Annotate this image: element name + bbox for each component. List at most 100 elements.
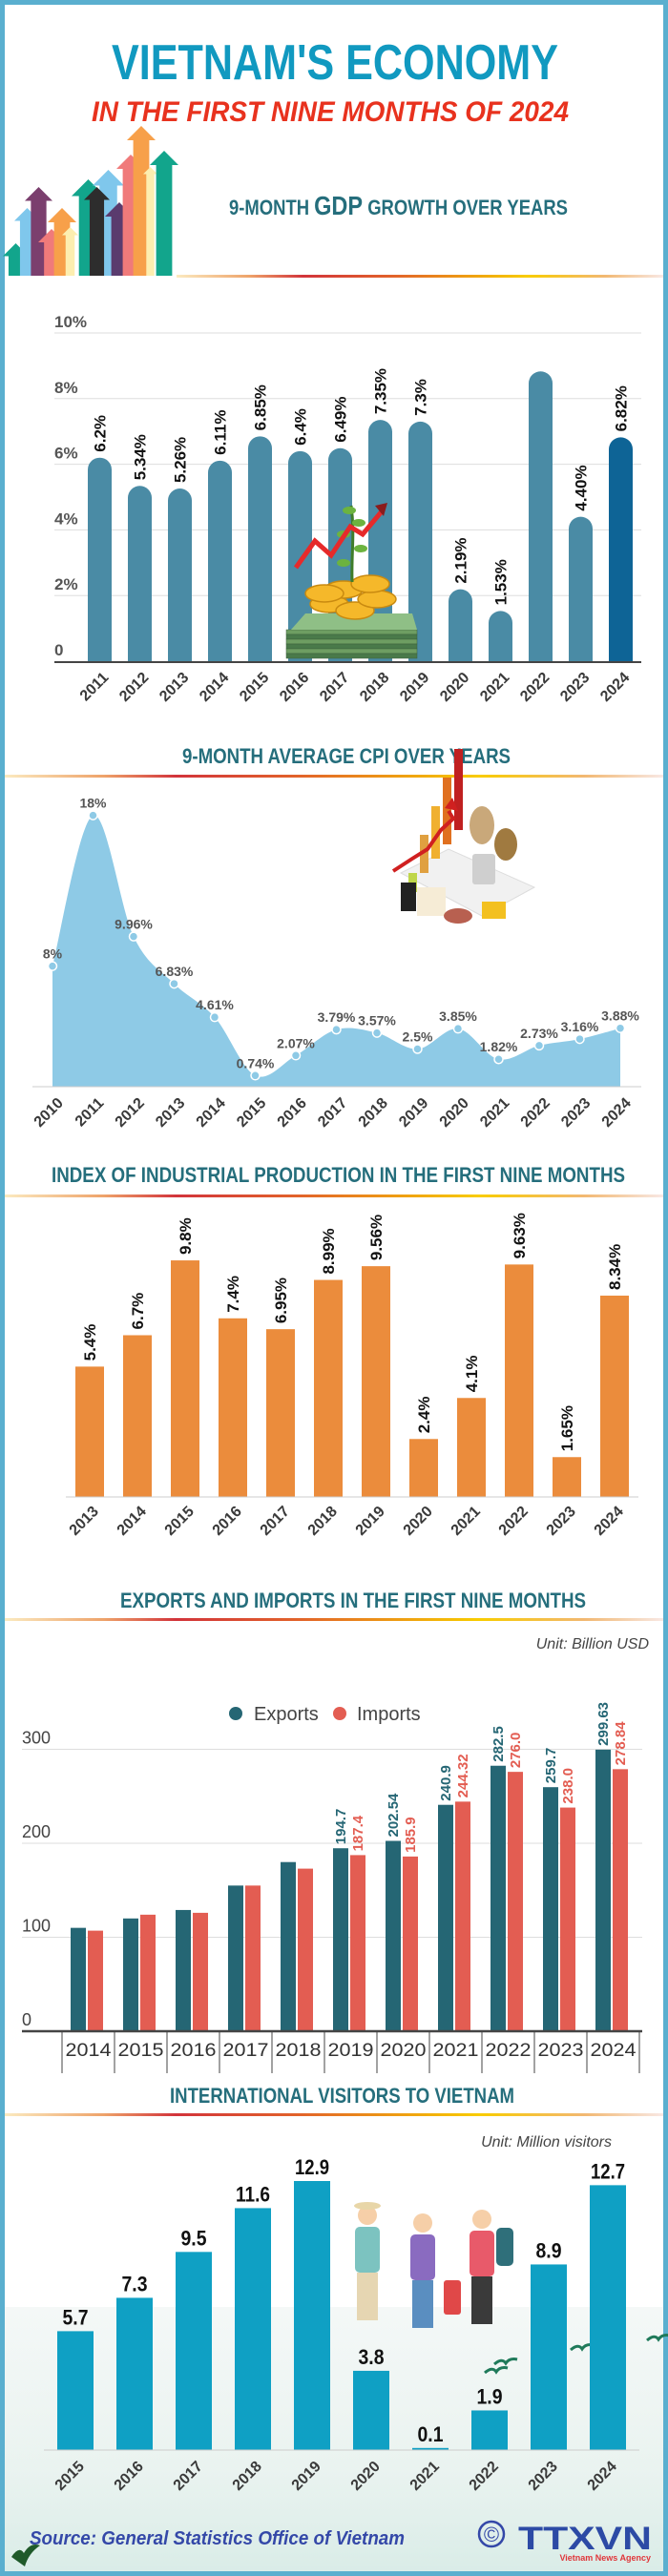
trade-unit-label: Unit: Billion USD (536, 1636, 650, 1652)
cpi-point (371, 1028, 383, 1038)
plant-leaf (354, 545, 367, 552)
visitors-bar (57, 2331, 94, 2450)
growth-arrow (293, 509, 384, 570)
cpi-value-label: 18% (79, 796, 107, 811)
cpi-value-label: 2.5% (403, 1029, 433, 1045)
plant-leaf (337, 559, 350, 567)
tourist-head (413, 2213, 432, 2233)
tourist-head (358, 2206, 377, 2225)
plant-leaf (352, 519, 365, 527)
cpi-point (209, 1011, 220, 1023)
section-divider (5, 1618, 663, 1621)
tourists-illustration (354, 2202, 513, 2328)
tourist-body (410, 2234, 435, 2280)
iip-bar (123, 1335, 152, 1497)
imports-bar (140, 1914, 156, 2031)
fuel-can (472, 854, 495, 884)
iip-value-label: 7.4% (224, 1276, 242, 1313)
gold-bars (482, 902, 506, 919)
cpi-value-label: 2.73% (520, 1026, 558, 1041)
y-tick-label: 10% (54, 313, 87, 331)
cpi-value-label: 2.07% (277, 1035, 315, 1050)
y-tick-label: 8% (54, 379, 78, 397)
arrow-shape (150, 151, 178, 276)
trade-legend: Exports Imports (229, 1704, 421, 1725)
visitors-chart: 5.720157.320169.5201711.6201812.920193.8… (44, 2155, 639, 2494)
imports-value-label: 276.0 (508, 1733, 524, 1769)
exports-bar (176, 1909, 191, 2031)
y-tick-label: 100 (22, 1917, 51, 1936)
gdp-value-label: 7.3% (412, 379, 430, 416)
iip-value-label: 2.4% (415, 1397, 433, 1434)
cpi-value-label: 3.16% (561, 1019, 599, 1034)
gdp-chart-title: 9-MONTH GDP GROWTH OVER YEARS (229, 191, 568, 220)
exports-value-label: 299.63 (595, 1702, 612, 1746)
section-divider (5, 1195, 663, 1197)
exports-value-label: 194.7 (333, 1809, 349, 1845)
section-divider (5, 2113, 663, 2116)
cpi-value-label: 0.74% (237, 1055, 275, 1070)
imports-value-label: 238.0 (560, 1768, 576, 1804)
visitors-bar (176, 2252, 212, 2450)
exports-bar (438, 1804, 453, 2031)
cpi-value-label: 3.79% (318, 1009, 356, 1025)
barrel (401, 883, 416, 911)
bird-icon (570, 2343, 595, 2352)
imports-value-label: 278.84 (613, 1721, 629, 1766)
visitors-value-label: 0.1 (418, 2422, 444, 2446)
y-tick-label: 200 (22, 1822, 51, 1841)
source-note: Source: General Statistics Office of Vie… (30, 2528, 405, 2549)
gdp-title-part: GROWTH OVER YEARS (363, 196, 568, 219)
imports-value-label: 187.4 (350, 1815, 366, 1851)
mini-bar (420, 835, 428, 873)
gdp-value-label: 6.4% (292, 408, 310, 446)
x-tick-label: 2022 (486, 2041, 532, 2061)
imports-bar (193, 1912, 208, 2031)
gdp-value-label: 6.82% (613, 385, 631, 431)
arrow-shape (84, 187, 110, 276)
iip-value-label: 9.8% (177, 1217, 195, 1255)
logo-wordmark: TTXVN (518, 2521, 652, 2557)
cpi-area (52, 815, 620, 1087)
iip-value-label: 9.63% (511, 1213, 529, 1258)
visitors-value-label: 12.9 (295, 2155, 329, 2179)
imports-bar (88, 1930, 103, 2031)
visitors-chart-title: INTERNATIONAL VISITORS TO VIETNAM (170, 2084, 514, 2108)
iip-value-label: 4.1% (463, 1356, 481, 1393)
gdp-title-part: 9-MONTH (229, 196, 314, 219)
iip-bar (314, 1279, 343, 1497)
visitors-value-label: 11.6 (236, 2182, 270, 2206)
growth-arrow-head (375, 503, 387, 516)
mini-bar (443, 778, 451, 844)
money-plant-illustration (285, 503, 418, 659)
imports-bar (613, 1769, 628, 2031)
cpi-point (128, 931, 139, 942)
iip-bar (457, 1398, 486, 1497)
iip-bar (600, 1295, 629, 1497)
gdp-bar (449, 589, 472, 661)
tourist-legs (471, 2276, 492, 2324)
gold-coin (357, 590, 397, 609)
exports-bar (386, 1840, 401, 2031)
trade-chart: 0 100 200 300 2014 2015 2016 2017 2018 194.7 187.4… (22, 1702, 642, 2073)
iip-bar (553, 1457, 581, 1497)
visitors-bar (531, 2264, 567, 2450)
gdp-bar (168, 488, 192, 661)
mini-bar (454, 749, 463, 830)
cpi-point (169, 978, 179, 989)
iip-bar (171, 1260, 199, 1497)
logo-subtext: Vietnam News Agency (559, 2553, 651, 2563)
cpi-point (533, 1040, 545, 1051)
cpi-point (47, 961, 58, 971)
arrow-shape (143, 167, 157, 276)
visitors-bar (590, 2185, 626, 2450)
cpi-value-label: 4.61% (196, 997, 234, 1012)
iip-chart-title: INDEX OF INDUSTRIAL PRODUCTION IN THE FI… (52, 1163, 625, 1187)
cpi-value-label: 3.85% (439, 1008, 477, 1024)
cpi-value-label: 3.88% (601, 1008, 639, 1024)
y-tick-label: 0 (22, 2010, 31, 2029)
gdp-bar (128, 486, 152, 661)
